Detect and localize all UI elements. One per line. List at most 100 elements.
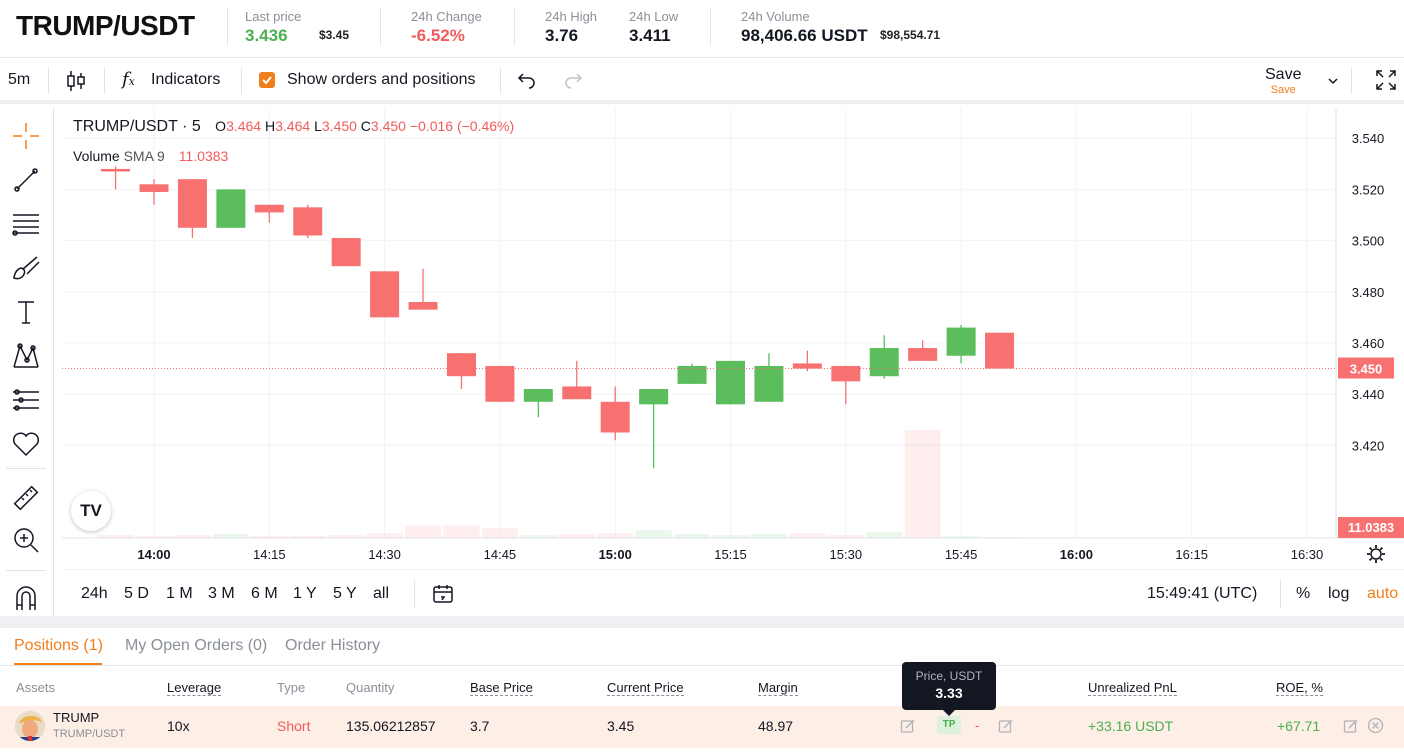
tooltip-label: Price, USDT (915, 669, 983, 683)
undo-icon[interactable] (517, 71, 537, 94)
range-5y[interactable]: 5 Y (333, 585, 357, 602)
ruler-icon[interactable] (8, 480, 44, 516)
change-value: -6.52% (411, 26, 465, 45)
heart-icon[interactable] (8, 426, 44, 462)
volume-bar (481, 528, 518, 538)
col-unrealized-pnl[interactable]: Unrealized PnL (1088, 680, 1177, 696)
fib-retracement-icon[interactable] (8, 206, 44, 242)
volume-bar (750, 534, 787, 538)
current-price-value: 3.45 (607, 718, 635, 734)
crosshair-icon[interactable] (8, 118, 44, 154)
col-base-price[interactable]: Base Price (470, 680, 533, 696)
edit-sl-icon[interactable] (998, 718, 1014, 739)
candle-body[interactable] (485, 365, 515, 402)
candle-body[interactable] (716, 360, 745, 405)
trend-line-icon[interactable] (8, 162, 44, 198)
candle-body[interactable] (985, 332, 1015, 369)
candle-body[interactable] (600, 401, 630, 433)
edit-position-icon[interactable] (1343, 718, 1359, 739)
zoom-in-icon[interactable] (8, 522, 44, 558)
candle-body[interactable] (677, 365, 707, 384)
col-roe[interactable]: ROE, % (1276, 680, 1323, 696)
candles-icon[interactable] (66, 70, 86, 97)
tradingview-logo[interactable]: TV (71, 491, 111, 531)
candle-body[interactable] (754, 365, 784, 402)
candle-body[interactable] (562, 386, 592, 400)
pair-title[interactable]: TRUMP/USDT (16, 10, 195, 41)
save-label: Save (1265, 66, 1302, 83)
show-orders-label[interactable]: Show orders and positions (287, 71, 476, 88)
close-position-icon[interactable] (1367, 717, 1384, 739)
divider (1351, 68, 1352, 94)
candle-body[interactable] (101, 168, 131, 172)
chart-symbol[interactable]: TRUMP/USDT · 5 (73, 118, 201, 135)
text-icon[interactable] (8, 294, 44, 330)
range-3m[interactable]: 3 M (208, 585, 235, 602)
brush-icon[interactable] (8, 250, 44, 286)
show-orders-checkbox[interactable] (259, 72, 275, 88)
tab-open-orders[interactable]: My Open Orders (0) (125, 637, 268, 654)
volume-tag-text: 11.0383 (1348, 520, 1394, 535)
range-1y[interactable]: 1 Y (293, 585, 317, 602)
chevron-down-icon[interactable] (1327, 73, 1339, 91)
gear-icon[interactable] (1367, 545, 1385, 563)
prediction-icon[interactable] (8, 382, 44, 418)
candle-body[interactable] (177, 179, 207, 228)
auto-toggle[interactable]: auto (1367, 585, 1399, 602)
close-label: C (360, 118, 371, 134)
divider (514, 8, 515, 46)
candle-body[interactable] (908, 348, 938, 361)
y-tick-label: 3.520 (1352, 182, 1385, 197)
fx-icon[interactable]: fx (122, 69, 135, 90)
candle-body[interactable] (523, 389, 553, 402)
percent-toggle[interactable]: % (1296, 585, 1311, 602)
range-bar: 24h 5 D 1 M 3 M 6 M 1 Y 5 Y all 15:49:41… (62, 572, 1404, 616)
candle-body[interactable] (370, 271, 400, 318)
candle-body[interactable] (946, 327, 976, 356)
candle-body[interactable] (408, 302, 438, 310)
tp-badge[interactable]: TP (937, 716, 961, 734)
range-all[interactable]: all (373, 585, 390, 602)
candle-body[interactable] (139, 184, 169, 192)
range-1m[interactable]: 1 M (166, 585, 193, 602)
volume-bar (520, 535, 557, 538)
candle-body[interactable] (254, 204, 284, 213)
low-label: L (314, 118, 322, 134)
magnet-icon[interactable] (8, 580, 44, 616)
last-price-stat: Last price 3.436 $3.45 (245, 9, 349, 46)
utc-clock[interactable]: 15:49:41 (UTC) (1147, 585, 1258, 602)
table-row[interactable]: TRUMP TRUMP/USDT 10x Short 135.06212857 … (0, 706, 1404, 748)
edit-tp-icon[interactable] (900, 718, 916, 739)
range-24h[interactable]: 24h (81, 585, 108, 602)
redo-icon[interactable] (563, 71, 583, 94)
range-6m[interactable]: 6 M (251, 585, 278, 602)
candle-body[interactable] (293, 207, 323, 236)
tab-order-history[interactable]: Order History (285, 637, 381, 654)
volume-study-label[interactable]: Volume (73, 148, 120, 164)
calendar-icon[interactable] (432, 583, 454, 610)
tab-positions[interactable]: Positions (1) (14, 637, 103, 654)
candle-body[interactable] (639, 389, 669, 405)
pattern-icon[interactable] (8, 338, 44, 374)
fullscreen-icon[interactable] (1375, 69, 1397, 96)
candle-body[interactable] (792, 363, 822, 369)
interval-button[interactable]: 5m (8, 71, 31, 88)
candle-body[interactable] (216, 189, 246, 228)
save-button[interactable]: Save Save (1265, 66, 1301, 96)
candle-body[interactable] (446, 353, 476, 377)
y-tick-label: 3.480 (1352, 285, 1385, 300)
candle-body[interactable] (831, 365, 861, 382)
divider (104, 68, 105, 94)
range-5d[interactable]: 5 D (124, 585, 149, 602)
log-toggle[interactable]: log (1328, 585, 1350, 602)
col-margin[interactable]: Margin (758, 680, 798, 696)
volume-usd: $98,554.71 (880, 28, 941, 42)
col-leverage[interactable]: Leverage (167, 680, 222, 696)
volume-label: 24h Volume (741, 9, 810, 24)
col-current-price[interactable]: Current Price (607, 680, 684, 696)
price-chart[interactable]: 3.540 3.520 3.500 3.480 3.460 3.440 3.420 14:00… (62, 108, 1404, 570)
indicators-button[interactable]: Indicators (151, 71, 221, 88)
high-value: 3.76 (545, 26, 579, 45)
candle-body[interactable] (869, 348, 899, 377)
candle-body[interactable] (331, 238, 361, 267)
